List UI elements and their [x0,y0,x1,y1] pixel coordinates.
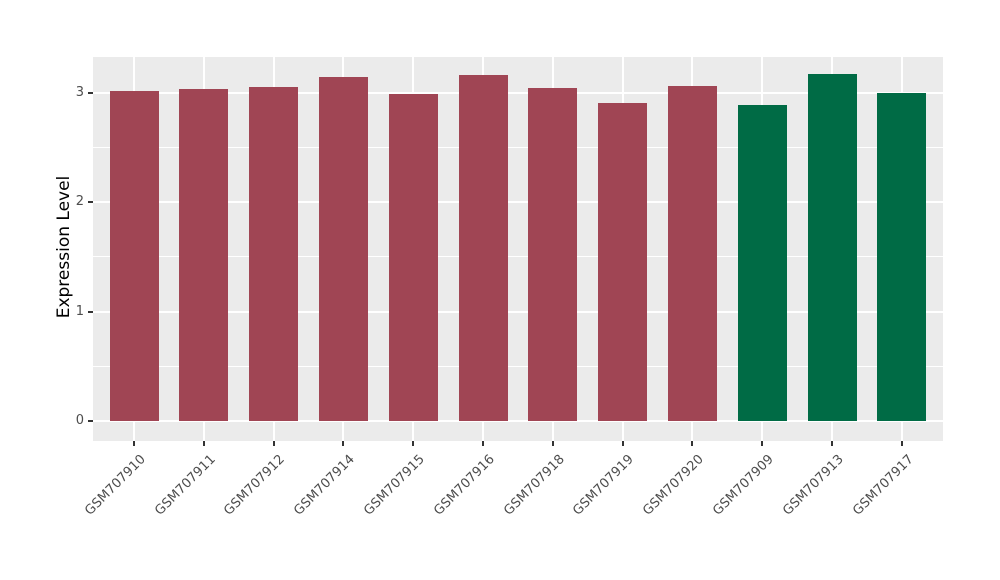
x-tick-mark [342,441,345,446]
minor-gridline [93,146,943,148]
bar-GSM707914 [318,77,368,421]
x-tick-label-GSM707918: GSM707918 [500,452,568,519]
x-tick-label-GSM707915: GSM707915 [361,452,428,519]
x-tick-label-GSM707914: GSM707914 [291,452,358,519]
x-tick-mark [133,441,135,446]
x-tick-mark [621,441,624,446]
bar-GSM707915 [388,93,438,421]
x-tick-mark [202,441,205,446]
y-tick-label-0: 0 [75,413,84,428]
minor-gridline [93,365,943,367]
x-tick-mark [551,441,554,446]
bar-GSM707919 [598,103,648,421]
bar-GSM707909 [737,104,787,421]
bar-GSM707911 [179,89,229,421]
x-tick-label-GSM707910: GSM707910 [82,452,149,519]
bar-GSM707916 [458,74,508,421]
x-tick-label-GSM707913: GSM707913 [780,452,847,519]
y-tick-mark [88,91,93,94]
x-tick-label-GSM707912: GSM707912 [221,452,289,519]
y-tick-label-2: 2 [75,194,84,209]
y-tick-mark [88,420,93,422]
plot-panel [93,57,943,441]
bar-GSM707918 [528,88,578,421]
x-tick-mark [412,441,415,446]
x-tick-label-GSM707909: GSM707909 [710,452,777,519]
y-tick-label-1: 1 [75,303,84,319]
x-tick-mark [691,441,694,446]
minor-gridline [93,256,943,258]
bar-GSM707917 [877,92,927,421]
x-tick-mark [900,441,903,446]
x-tick-label-GSM707916: GSM707916 [431,452,498,519]
y-tick-mark [88,310,93,313]
x-tick-label-GSM707920: GSM707920 [640,452,707,519]
x-tick-label-GSM707911: GSM707911 [151,452,219,519]
bar-GSM707920 [667,85,717,421]
bar-GSM707910 [109,91,159,421]
bar-GSM707913 [807,73,857,421]
y-tick-label-3: 3 [75,84,84,100]
x-tick-label-GSM707917: GSM707917 [849,452,917,519]
x-tick-mark [272,441,275,446]
x-tick-mark [761,441,764,446]
major-gridline [93,310,943,313]
major-gridline [93,91,943,94]
major-gridline [93,201,943,203]
x-tick-mark [831,441,833,446]
x-tick-mark [482,441,484,446]
bar-GSM707912 [249,87,299,421]
x-tick-label-GSM707919: GSM707919 [570,452,638,519]
major-gridline [93,420,943,422]
y-tick-mark [88,201,93,203]
